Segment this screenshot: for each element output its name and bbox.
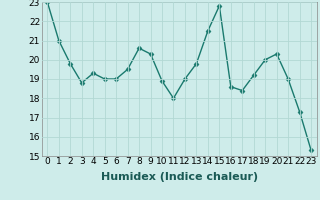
- X-axis label: Humidex (Indice chaleur): Humidex (Indice chaleur): [100, 172, 258, 182]
